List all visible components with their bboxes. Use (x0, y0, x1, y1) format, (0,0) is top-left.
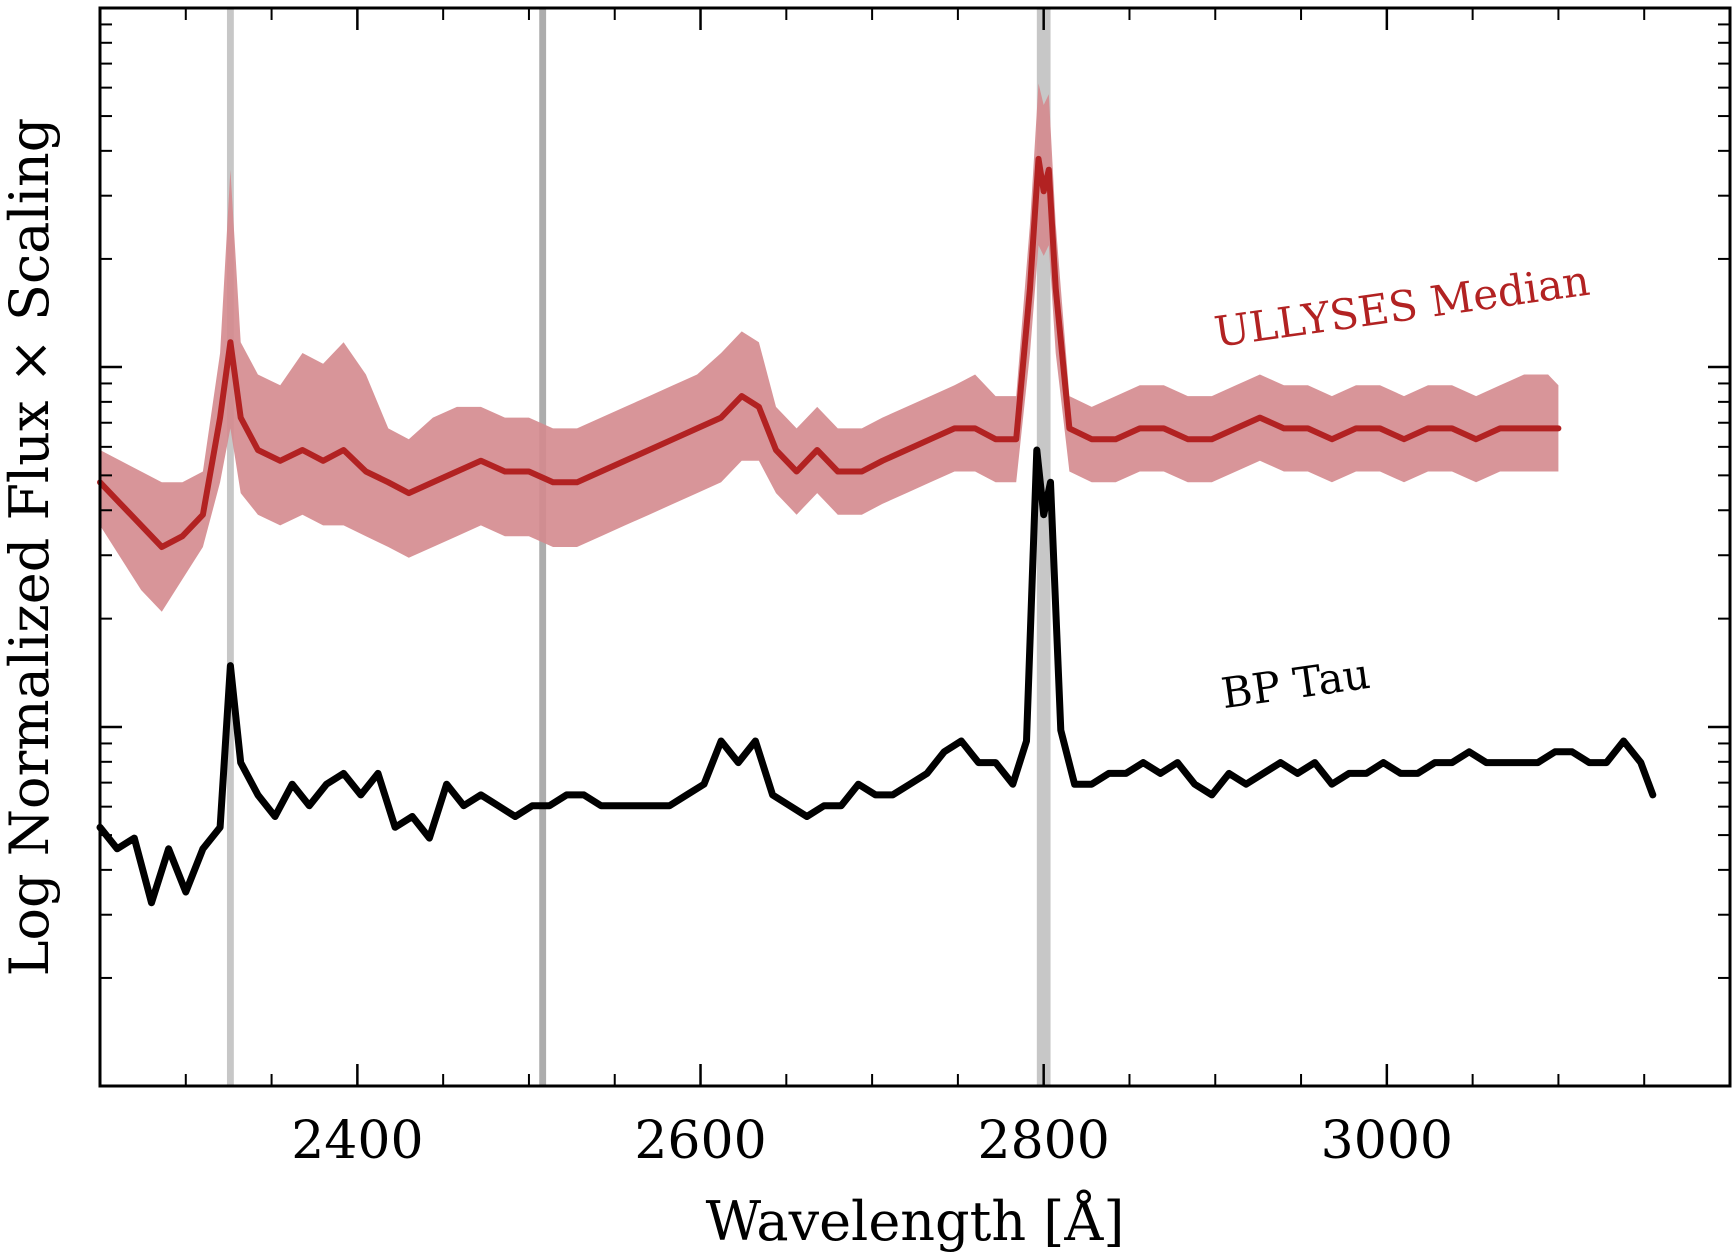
x-tick-label-0: 2400 (291, 1111, 423, 1171)
axis-ticks: 2400 2600 2800 3000 (100, 6, 1730, 1171)
x-tick-label-3: 3000 (1321, 1111, 1453, 1171)
x-tick-label-2: 2800 (978, 1111, 1110, 1171)
series-annotation-0: ULLYSES Median (1211, 256, 1592, 357)
series-layer (96, 83, 1657, 907)
series-line-0 (97, 155, 1562, 550)
vertical-band-0 (226, 8, 234, 1086)
series-annotation-1: BP Tau (1218, 649, 1373, 718)
annotations-layer: ULLYSES Median BP Tau (1211, 256, 1592, 719)
x-tick-label-1: 2600 (634, 1111, 766, 1171)
plot-frame (98, 6, 1732, 1088)
x-axis-label: Wavelength [Å] (706, 1188, 1125, 1253)
y-axis-label: Log Normalized Flux × Scaling (0, 118, 61, 977)
series-band-0 (100, 83, 1559, 612)
vertical-band-1 (539, 8, 547, 1086)
series-line-1 (96, 446, 1657, 907)
vertical-bands (226, 8, 1051, 1086)
vertical-band-2 (1036, 8, 1051, 1086)
